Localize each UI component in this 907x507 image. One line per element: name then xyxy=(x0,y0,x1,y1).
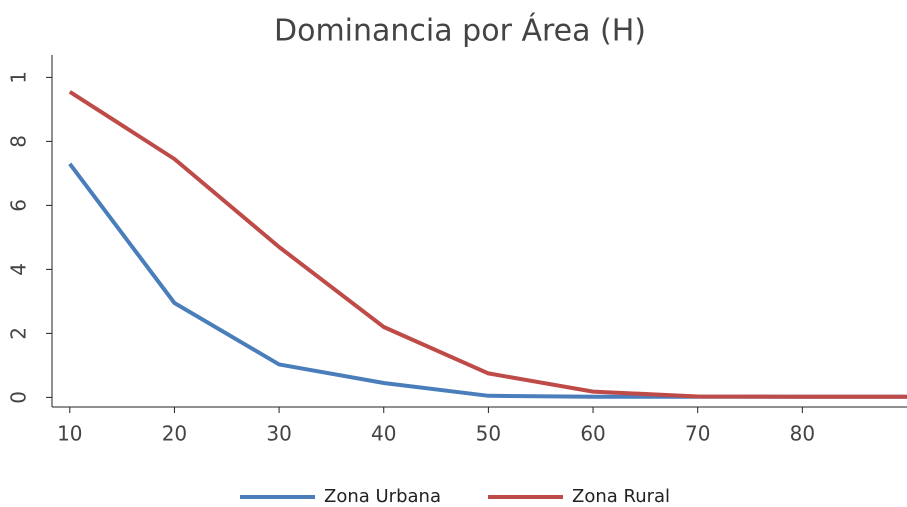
chart-title: Dominancia por Área (H) xyxy=(274,13,646,49)
y-tick-label: 1 xyxy=(7,71,31,84)
y-tick-label: 0 xyxy=(7,391,31,404)
line xyxy=(68,90,907,399)
y-tick-label: 8 xyxy=(7,135,31,148)
x-tick-label: 70 xyxy=(685,422,710,446)
x-tick-label: 20 xyxy=(162,422,187,446)
x-tick-label: 10 xyxy=(57,422,82,446)
line xyxy=(68,162,907,399)
legend-label: Zona Urbana xyxy=(324,486,441,507)
x-tick-label: 40 xyxy=(371,422,396,446)
y-tick-label: 2 xyxy=(7,327,31,340)
y-tick-label: 6 xyxy=(7,199,31,212)
y-tick-label: 4 xyxy=(7,263,31,276)
x-tick-label: 30 xyxy=(266,422,291,446)
x-tick-label: 60 xyxy=(580,422,605,446)
x-tick-label: 50 xyxy=(476,422,501,446)
legend-label: Zona Rural xyxy=(572,486,670,507)
x-tick-label: 80 xyxy=(790,422,815,446)
